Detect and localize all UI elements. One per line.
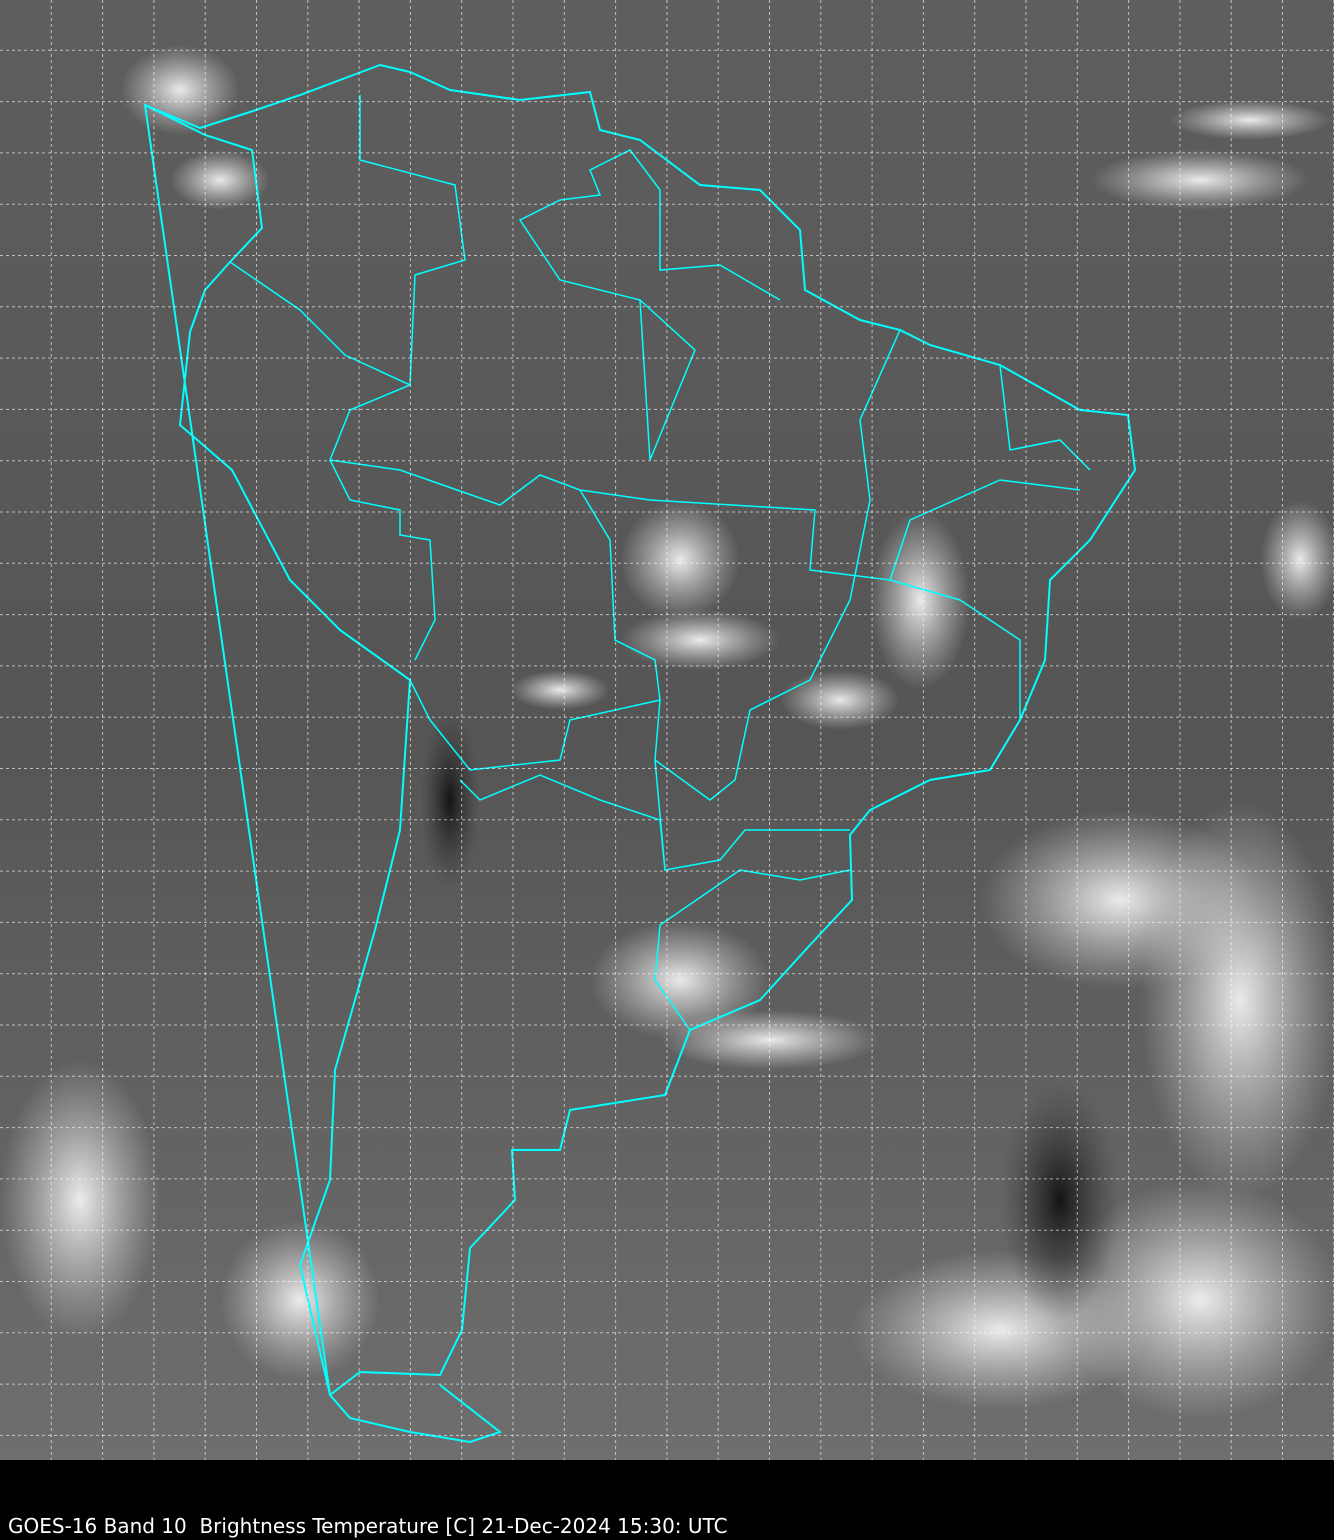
cloud-layer <box>0 45 1334 1420</box>
south-america-coastline <box>143 63 1137 1444</box>
country-borders <box>229 95 1091 1031</box>
cloud-region <box>620 500 740 620</box>
cold-dry-region <box>1000 1080 1120 1320</box>
cloud-region <box>170 150 270 210</box>
cloud-region <box>1260 500 1334 620</box>
cloud-region <box>1170 100 1330 140</box>
cloud-region <box>870 510 970 690</box>
figure-caption: GOES-16 Band 10 Brightness Temperature [… <box>8 1514 728 1538</box>
cloud-region <box>1090 150 1310 210</box>
lat-lon-grid <box>0 0 1334 1460</box>
cloud-region <box>1140 800 1334 1200</box>
cloud-region <box>0 1060 160 1340</box>
cold-dry-region <box>420 710 480 890</box>
cloud-region <box>590 920 770 1040</box>
cloud-region <box>620 610 780 670</box>
cloud-region <box>120 45 240 135</box>
satellite-map <box>0 0 1334 1460</box>
cloud-region <box>780 670 900 730</box>
cloud-region <box>220 1220 380 1380</box>
cloud-region <box>510 670 610 710</box>
